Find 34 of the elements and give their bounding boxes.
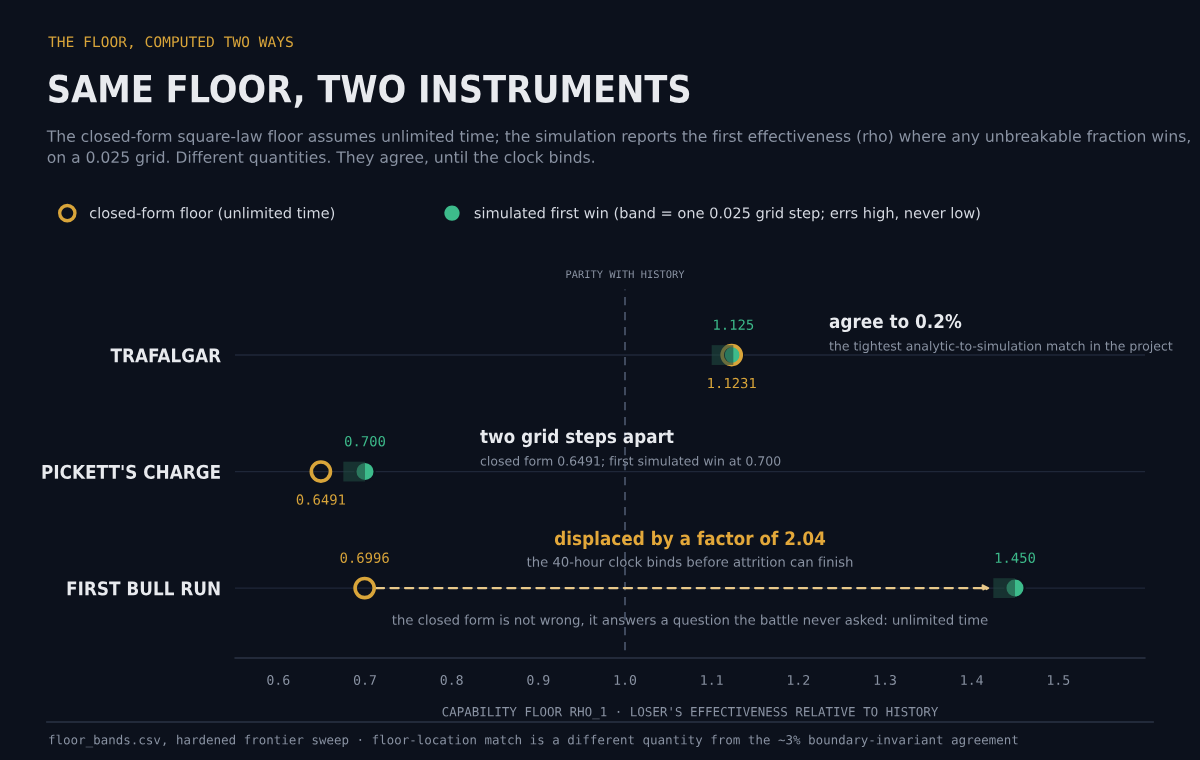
legend-label: closed-form floor (unlimited time) [89, 207, 335, 221]
text: floor_bands.csv, hardened frontier sweep · floor-location match is a different quantity from the ~3% boundary-invariant agreement [49, 734, 1018, 748]
y-tick-label: PICKETT'S CHARGE [42, 464, 220, 479]
annotation: the closed form is not wrong, it answers a question the battle never asked: unlimited time [392, 614, 988, 628]
x-tick-label: 0.6 [267, 674, 290, 685]
annotation: closed form 0.6491; first simulated win at 0.700 [480, 455, 781, 467]
x-axis-title: CAPABILITY FLOOR RHO_1 · LOSER'S EFFECTIVENESS RELATIVE TO HISTORY [442, 706, 939, 720]
data-label: 1.450 [995, 552, 1035, 563]
data-label: 0.700 [345, 435, 385, 447]
annotation: the tightest analytic-to-simulation match in the project [829, 340, 1173, 354]
annotation: displaced by a factor of 2.04 [554, 530, 826, 550]
ref-line-label: PARITY WITH HISTORY [566, 270, 685, 279]
legend-label: simulated first win (band = one 0.025 grid step; errs high, never low) [474, 207, 980, 222]
data-label: 0.6491 [296, 494, 346, 505]
data-label: 1.125 [714, 319, 754, 330]
x-tick-label: 1.5 [1048, 675, 1070, 685]
x-tick-label: 1.2 [788, 674, 810, 685]
y-tick-label: FIRST BULL RUN [67, 581, 220, 596]
x-tick-label: 1.1 [701, 675, 723, 685]
x-tick-label: 0.8 [440, 674, 463, 685]
x-tick-label: 1.4 [961, 675, 983, 685]
x-tick-label: 0.7 [353, 674, 376, 685]
x-tick-label: 0.9 [527, 674, 550, 685]
x-tick-label: 1.0 [614, 674, 637, 685]
text: THE FLOOR, COMPUTED TWO WAYS [48, 36, 293, 50]
chart-title: SAME FLOOR, TWO INSTRUMENTS [49, 74, 690, 108]
annotation: two grid steps apart [480, 428, 674, 448]
data-label: 0.6996 [340, 552, 389, 563]
data-label: 1.1231 [708, 377, 756, 389]
x-tick-label: 1.3 [874, 674, 896, 685]
y-tick-label: TRAFALGAR [110, 348, 221, 363]
chart-subtitle: The closed-form square-law floor assumes unlimited time; the simulation reports the first effectiveness (rho) where any unbreakable fraction wins, on a 0.025 grid. Different quantities. They agree, until the clock binds. [46, 129, 1190, 167]
annotation: the 40-hour clock binds before attrition can finish [526, 556, 853, 567]
annotation: agree to 0.2% [829, 314, 962, 333]
